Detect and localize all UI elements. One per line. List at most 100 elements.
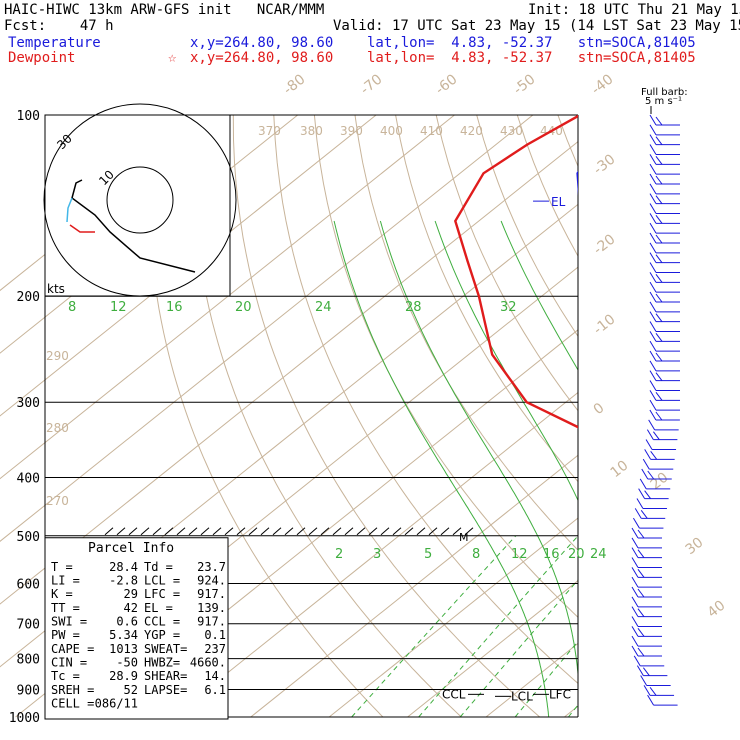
wind-barb-flag — [649, 390, 657, 401]
wind-barb-flag — [649, 321, 657, 332]
wind-barb-flag — [655, 293, 663, 303]
wind-barb-flag — [644, 449, 652, 460]
dry-adiabat-label: 270 — [46, 494, 69, 508]
hatch-mark — [200, 527, 210, 536]
parcel-row-value: 0.6 — [116, 614, 138, 628]
wind-barb-flag — [649, 340, 657, 352]
barb-legend-line1: Full barb: — [641, 87, 688, 98]
isotherm-label: 30 — [683, 535, 707, 559]
parcel-row-label: EL = — [144, 601, 173, 615]
hatch-mark — [212, 527, 222, 536]
mixing-ratio-label: 3 — [373, 547, 381, 562]
isotherm-line — [721, 115, 740, 717]
hatch-mark — [440, 527, 450, 536]
mixing-ratio-line — [351, 535, 517, 718]
dewpoint-point — [579, 114, 581, 116]
wind-barb-flag — [649, 213, 657, 224]
wind-barb-flag — [649, 272, 657, 283]
pressure-tick-label: 200 — [17, 290, 40, 305]
wind-barb-flag — [649, 281, 657, 293]
parcel-row-label: HWBZ= — [144, 655, 180, 669]
dewpoint-point — [478, 295, 480, 298]
hodograph-trace-low — [69, 224, 95, 233]
wind-barb-flag — [649, 124, 657, 136]
mixing-ratio-label: 16 — [543, 547, 560, 562]
wind-barb-flag — [633, 517, 640, 529]
hodograph-frame — [44, 114, 231, 297]
hatch-mark — [368, 527, 378, 536]
hatch-mark — [164, 527, 174, 536]
dewpoint-point — [526, 143, 528, 146]
wind-barb-flag — [655, 175, 663, 185]
temperature-point — [695, 507, 697, 509]
dewpoint-point — [466, 260, 469, 263]
dewpoint-point — [627, 623, 629, 625]
dry-adiabat-line — [395, 115, 578, 483]
moist-adiabat-line — [680, 221, 740, 717]
wind-barb-flag — [631, 616, 639, 627]
dewpoint-point — [454, 220, 457, 222]
isotherm-line — [172, 391, 578, 718]
wind-barb-flag — [655, 411, 663, 421]
wind-barb-flag — [649, 360, 657, 372]
wind-barb-flag — [649, 301, 657, 313]
temperature-point — [616, 261, 618, 263]
dry-adiabat-label: 370 — [258, 124, 281, 138]
init-time: Init: 18 UTC Thu 21 May 15 — [528, 2, 740, 18]
isotherm-label: -30 — [591, 151, 619, 178]
temperature-point — [704, 658, 706, 660]
temperature-point — [689, 604, 691, 606]
wind-barb-flag — [649, 252, 657, 263]
wind-barb-flag — [649, 242, 657, 254]
parcel-row-value: 086/11 — [95, 696, 138, 710]
dry-adiabat-label: 420 — [460, 124, 483, 138]
el-label: EL — [551, 195, 566, 209]
pressure-tick-label: 500 — [17, 530, 40, 545]
temperature-point — [694, 623, 696, 625]
dewpoint-point — [618, 535, 620, 537]
hatch-mark — [308, 527, 318, 536]
wind-barb-flag — [655, 254, 663, 263]
wind-barb-flag — [649, 350, 657, 362]
hatch-mark — [224, 527, 234, 536]
dewpoint-point — [613, 507, 615, 509]
dry-adiabat-label: 390 — [340, 124, 363, 138]
moist-adiabat-label: 28 — [405, 300, 422, 315]
hatch-mark — [248, 527, 258, 536]
sounding-profiles — [453, 114, 710, 718]
forecast-hour: Fcst: 47 h — [4, 18, 114, 34]
parcel-row-label: Tc = — [51, 669, 80, 683]
wind-barb-flag — [649, 399, 657, 411]
isotherm-label: -20 — [591, 231, 619, 258]
dewpoint-point — [678, 710, 680, 712]
isotherm-label: -60 — [433, 71, 461, 98]
wind-barb-flag — [637, 647, 645, 657]
dewpoint-point — [629, 583, 631, 585]
wind-barb-flag — [639, 478, 647, 490]
parcel-row-value: 28.9 — [109, 669, 138, 683]
temperature-point — [708, 716, 710, 718]
wind-barb-flag — [649, 232, 657, 244]
moist-adiabat-line — [434, 220, 578, 502]
parcel-row-label: SREH = — [51, 683, 94, 697]
wind-barb-flag — [637, 569, 645, 578]
hatch-mark — [404, 527, 414, 536]
dry-adiabat-line — [476, 115, 578, 338]
lfc-label: LFC — [549, 687, 571, 701]
temperature-point — [597, 144, 599, 146]
temperature-point — [701, 710, 703, 712]
dry-adiabat-line — [435, 115, 578, 412]
wind-barb-flag — [640, 675, 648, 686]
hatch-mark — [428, 527, 438, 536]
wind-barb-flag — [644, 490, 652, 499]
isotherm-label: -70 — [358, 71, 386, 98]
wind-barb-flag — [631, 645, 639, 657]
dry-adiabat-line — [273, 115, 578, 685]
dewpoint-point — [650, 641, 652, 643]
dry-adiabat-line — [599, 115, 740, 717]
parcel-row-value: 1013 — [109, 642, 138, 656]
hatch-mark — [332, 527, 342, 536]
wind-barb-flag — [649, 134, 657, 145]
wind-barb-flag — [655, 392, 663, 401]
wind-barb-flag — [649, 154, 657, 165]
